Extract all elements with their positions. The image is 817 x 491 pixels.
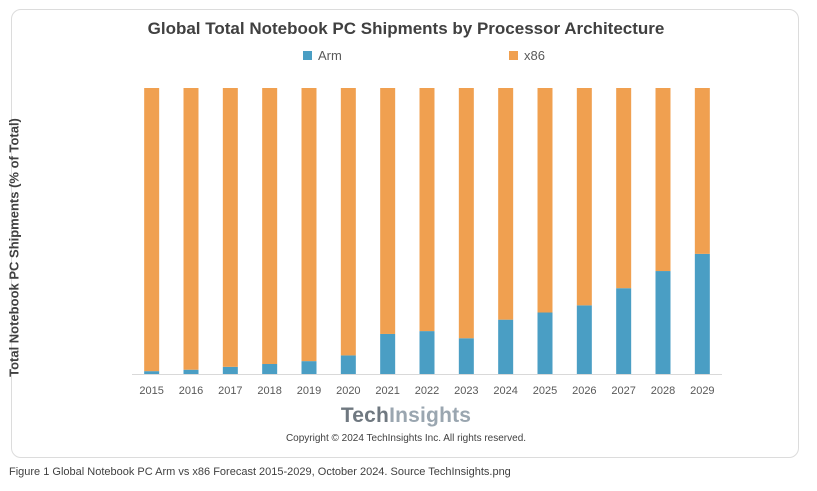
x-tick-label-2015: 2015: [139, 385, 163, 397]
bar-arm-2026: [576, 305, 592, 374]
x-tick-label-2022: 2022: [415, 385, 439, 397]
legend-swatch-arm: [303, 51, 312, 60]
bar-arm-2025: [537, 312, 553, 374]
bar-x86-2019: [301, 88, 317, 362]
bar-arm-2024: [498, 319, 514, 374]
x-tick-label-2019: 2019: [297, 385, 321, 397]
chart-card: Global Total Notebook PC Shipments by Pr…: [7, 9, 800, 458]
bar-arm-2022: [419, 331, 435, 374]
x-tick-label-2024: 2024: [493, 385, 517, 397]
legend-label-x86: x86: [524, 48, 545, 63]
techinsights-logo: TechInsights: [12, 404, 800, 428]
bar-arm-2016: [183, 369, 199, 374]
bar-arm-2029: [694, 253, 710, 374]
bar-x86-2026: [576, 88, 592, 306]
bar-arm-2028: [655, 271, 671, 374]
x-tick-label-2016: 2016: [179, 385, 203, 397]
bar-arm-2017: [222, 366, 238, 374]
bar-arm-2018: [262, 363, 278, 374]
x-tick-label-2018: 2018: [257, 385, 281, 397]
legend-item-arm: Arm: [303, 48, 342, 63]
x-tick-label-2029: 2029: [690, 385, 714, 397]
bar-x86-2027: [616, 88, 632, 289]
x-tick-label-2023: 2023: [454, 385, 478, 397]
bar-x86-2020: [340, 88, 356, 356]
bar-arm-2021: [380, 333, 396, 374]
bar-x86-2016: [183, 88, 199, 370]
bar-x86-2018: [262, 88, 278, 364]
bar-x86-2015: [144, 88, 160, 372]
x-tick-label-2017: 2017: [218, 385, 242, 397]
x-tick-label-2026: 2026: [572, 385, 596, 397]
bar-arm-2015: [144, 371, 160, 374]
bar-x86-2028: [655, 88, 671, 272]
figure-caption: Figure 1 Global Notebook PC Arm vs x86 F…: [9, 466, 511, 478]
copyright-notice: Copyright © 2024 TechInsights Inc. All r…: [285, 433, 527, 444]
bar-x86-2023: [458, 88, 474, 339]
bar-arm-2027: [616, 288, 632, 374]
bar-plot: 2015 2016 2017 2018 2019 2020 2021 2022 2023 2024…: [132, 88, 722, 397]
legend-swatch-x86: [509, 51, 518, 60]
logo-text-insights: Insights: [389, 404, 472, 427]
chart-title: Global Total Notebook PC Shipments by Pr…: [147, 19, 665, 38]
x-tick-label-2028: 2028: [651, 385, 675, 397]
bar-x86-2025: [537, 88, 553, 313]
bar-x86-2029: [694, 88, 710, 254]
x-tick-label-2027: 2027: [611, 385, 635, 397]
logo-text-tech: Tech: [340, 404, 390, 427]
legend-item-x86: x86: [509, 48, 545, 63]
bar-x86-2021: [380, 88, 396, 334]
bar-arm-2020: [340, 355, 356, 374]
x-tick-label-2021: 2021: [375, 385, 399, 397]
bar-arm-2019: [301, 361, 317, 374]
legend-label-arm: Arm: [318, 48, 342, 63]
bar-x86-2022: [419, 88, 435, 332]
bar-arm-2023: [458, 338, 474, 374]
x-tick-label-2020: 2020: [336, 385, 360, 397]
x-tick-label-2025: 2025: [533, 385, 557, 397]
bar-x86-2024: [498, 88, 514, 320]
bar-x86-2017: [222, 88, 238, 367]
